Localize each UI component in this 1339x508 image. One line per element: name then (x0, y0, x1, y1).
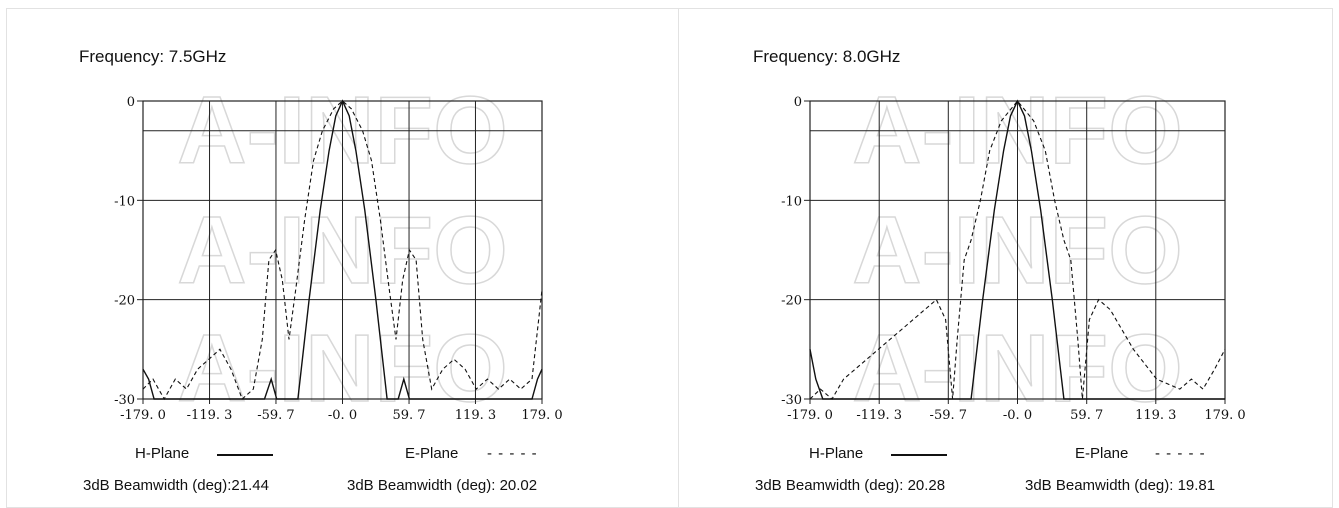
series-line-h-plane (809, 99, 1225, 400)
y-tick-label: -30 (781, 393, 802, 408)
y-tick-label: 0 (794, 95, 802, 110)
beamwidth-e-text: 3dB Beamwidth (deg): 19.81 (1025, 477, 1216, 494)
x-tick-label: -0. 0 (328, 408, 357, 423)
beamwidth-h-text: 3dB Beamwidth (deg): 20.28 (755, 477, 946, 494)
legend-h-plane-label: H-Plane (809, 445, 864, 462)
x-tick-label: 179. 0 (1204, 408, 1245, 423)
y-tick-label: -30 (114, 393, 135, 408)
legend-e-plane-label: E-Plane (405, 445, 459, 462)
legend-h-plane-label: H-Plane (135, 445, 190, 462)
chart-title: Frequency: 7.5GHz (79, 47, 227, 66)
y-tick-label: -10 (781, 194, 802, 209)
beamwidth-h-text: 3dB Beamwidth (deg):21.44 (83, 477, 269, 494)
beamwidth-e-text: 3dB Beamwidth (deg): 20.02 (347, 477, 538, 494)
legend-e-plane-swatch: - - - - - (1155, 445, 1206, 462)
x-tick-label: -0. 0 (1003, 408, 1032, 423)
y-tick-label: -10 (114, 194, 135, 209)
chart-title: Frequency: 8.0GHz (753, 47, 901, 66)
y-tick-label: -20 (781, 294, 802, 309)
y-tick-label: -20 (114, 294, 135, 309)
x-tick-label: 59. 7 (1070, 408, 1103, 423)
x-tick-label: -59. 7 (930, 408, 967, 423)
chart-panel-7-5ghz: Frequency: 7.5GHz A-INFO A-INFO A-INFO -179… (6, 8, 679, 508)
legend-h-plane-swatch (891, 454, 947, 456)
x-tick-label: -179. 0 (787, 408, 833, 423)
x-tick-label: 59. 7 (392, 408, 425, 423)
x-tick-label: 119. 3 (1135, 408, 1176, 423)
x-tick-label: -119. 3 (187, 408, 233, 423)
x-tick-label: 179. 0 (521, 408, 562, 423)
x-tick-label: -59. 7 (257, 408, 294, 423)
legend-e-plane-label: E-Plane (1075, 445, 1129, 462)
legend-e-plane-swatch: - - - - - (487, 445, 538, 462)
x-tick-label: 119. 3 (455, 408, 496, 423)
legend-h-plane-swatch (217, 454, 273, 456)
y-tick-label: 0 (127, 95, 135, 110)
x-tick-label: -119. 3 (856, 408, 902, 423)
series-line-h-plane (142, 99, 543, 400)
chart-panel-8-0ghz: Frequency: 8.0GHz A-INFO A-INFO A-INFO -179… (679, 8, 1333, 508)
x-tick-label: -179. 0 (120, 408, 166, 423)
series-line-e-plane (142, 100, 543, 401)
